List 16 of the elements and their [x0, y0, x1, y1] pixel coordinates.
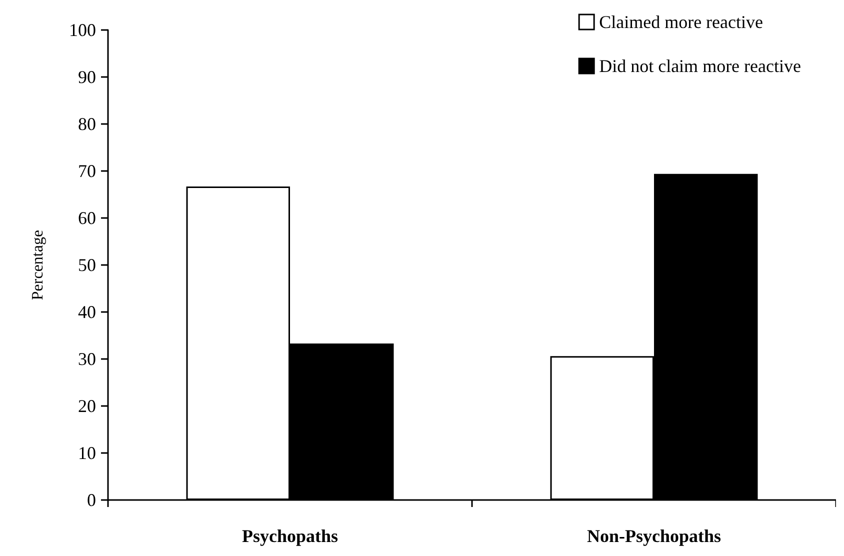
y-tick-label: 60 — [78, 208, 96, 228]
y-tick-label: 40 — [78, 302, 96, 322]
y-tick-label: 30 — [78, 349, 96, 369]
x-tick-label: Non-Psychopaths — [586, 526, 722, 546]
legend-label: Claimed more reactive — [599, 12, 764, 32]
y-tick-label: 10 — [78, 443, 96, 463]
x-tick-label: Psychopaths — [242, 526, 338, 546]
legend-label: Did not claim more reactive — [599, 56, 802, 76]
y-tick-label: 100 — [69, 20, 96, 40]
y-tick-label: 70 — [78, 161, 96, 181]
y-tick-label: 90 — [78, 67, 96, 87]
y-axis-title: Percentage — [30, 230, 46, 300]
y-tick-label: 0 — [87, 490, 96, 510]
y-tick-label: 20 — [78, 396, 96, 416]
y-tick-label: 80 — [78, 114, 96, 134]
y-tick-label: 50 — [78, 255, 96, 275]
